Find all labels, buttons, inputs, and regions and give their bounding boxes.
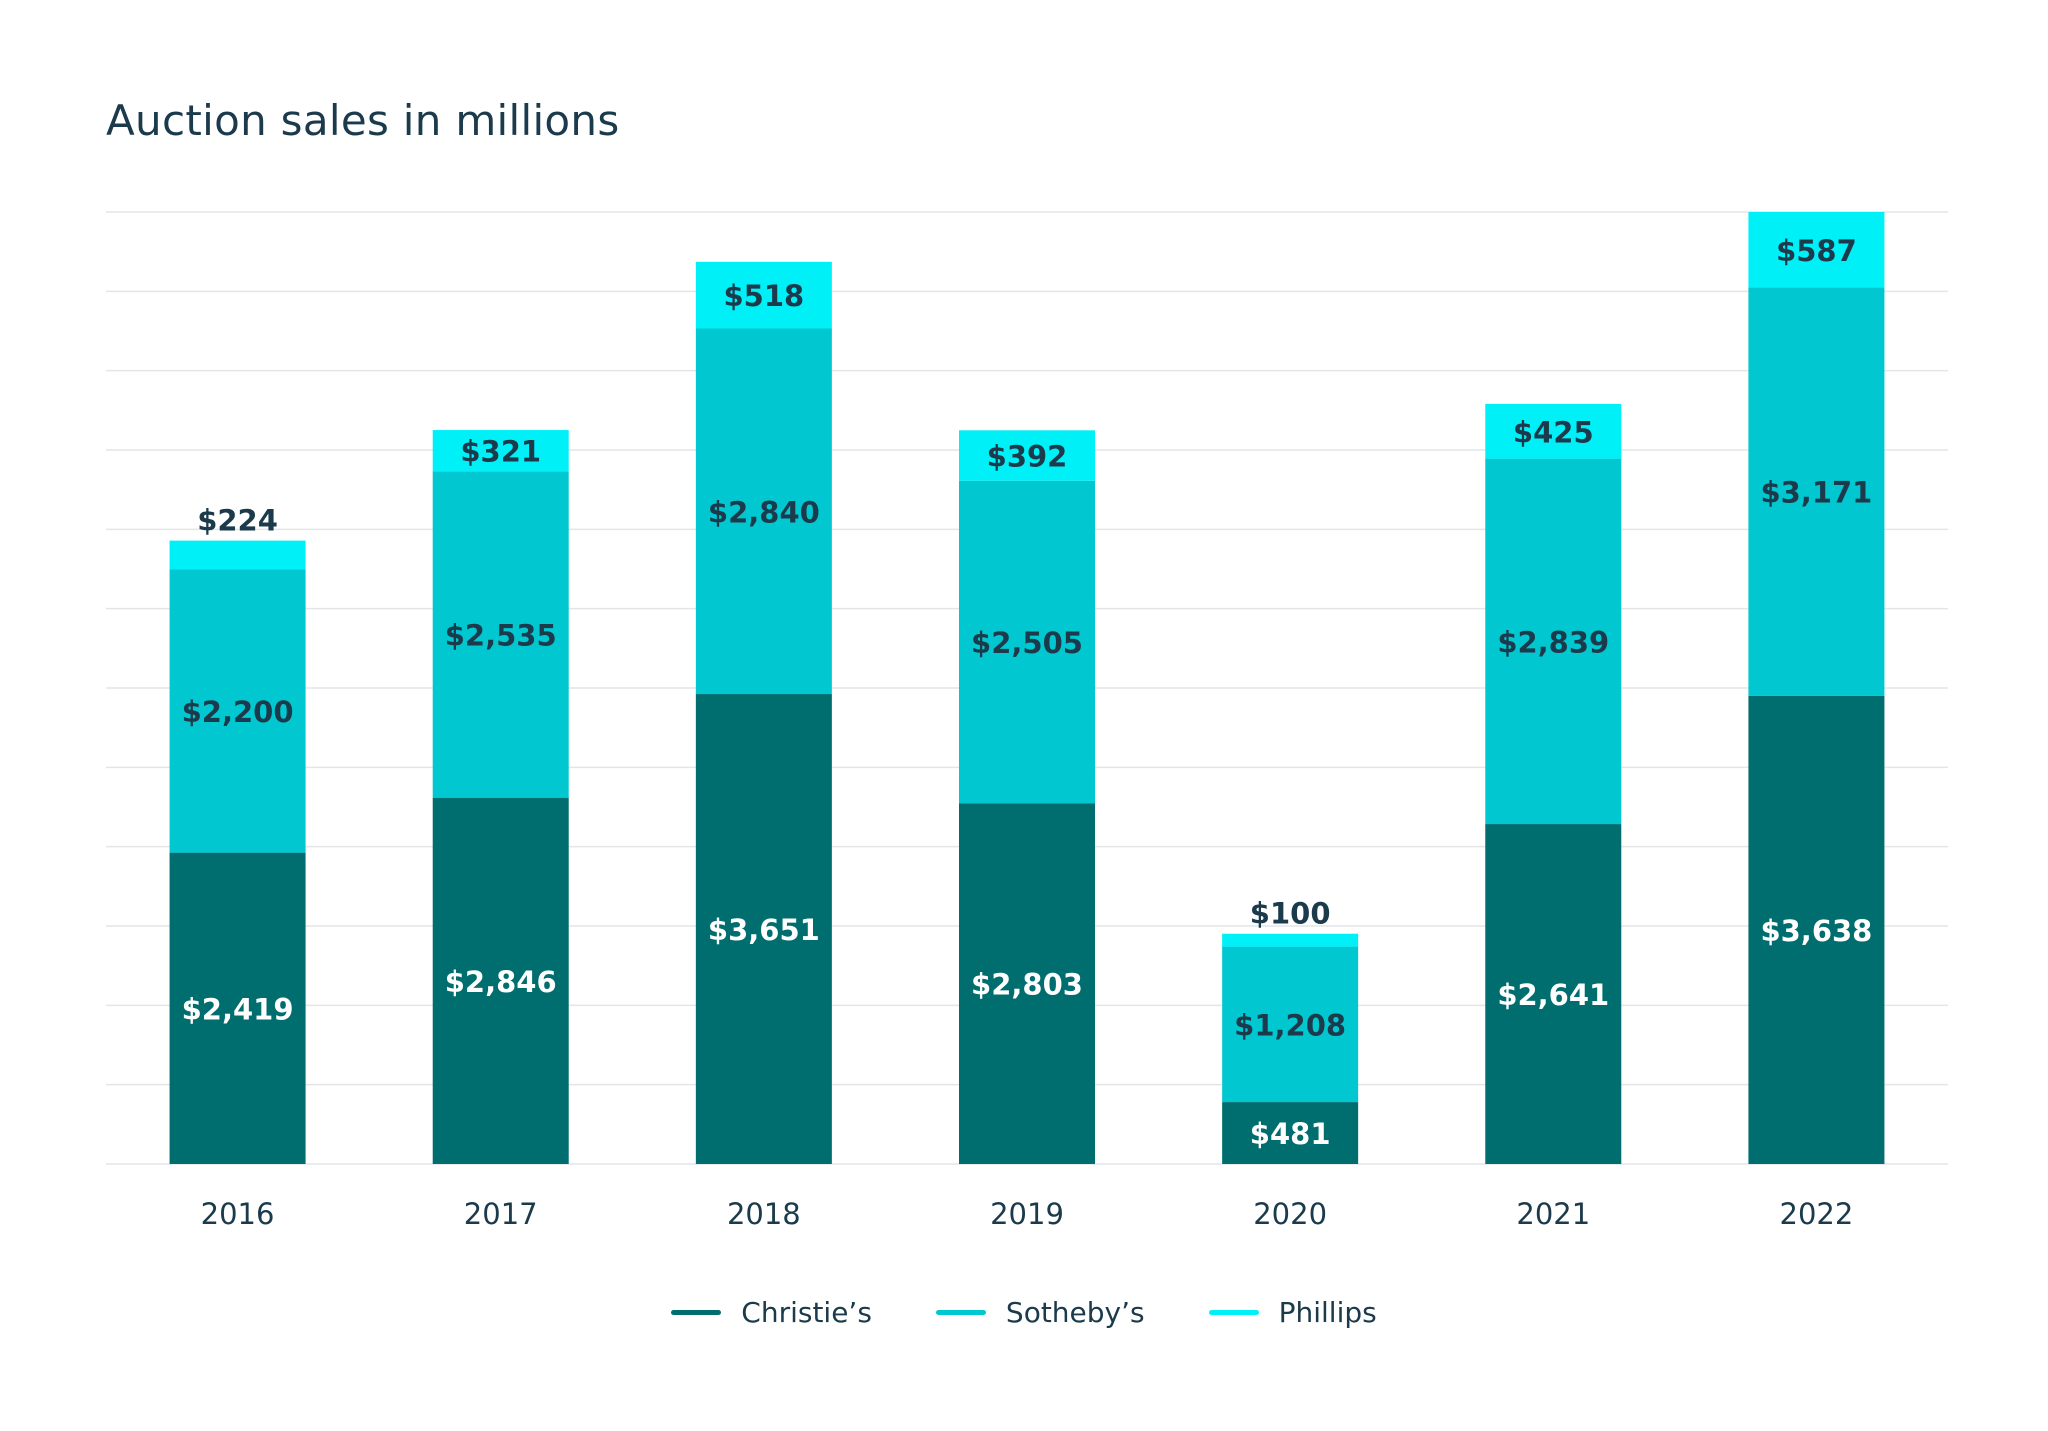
data-label: $2,839: [1497, 625, 1609, 659]
bar-segment-phillips-2016: [169, 540, 306, 570]
bar-segment-phillips-2021: [1485, 403, 1622, 459]
bar-segment-christies-2018: [695, 694, 832, 1164]
bar-segment-christies-2016: [169, 852, 306, 1164]
x-tick-label: 2020: [1253, 1197, 1327, 1231]
legend-swatch: [935, 1310, 986, 1315]
bar-segment-christies-2017: [432, 797, 569, 1164]
legend-label: Sotheby’s: [1005, 1296, 1145, 1329]
x-tick-label: 2017: [464, 1197, 538, 1231]
bar-segment-christies-2021: [1485, 824, 1622, 1164]
x-tick-label: 2019: [990, 1197, 1064, 1231]
bar-segment-sothebys-2021: [1485, 458, 1622, 825]
data-label: $100: [1250, 897, 1331, 931]
data-label: $1,208: [1234, 1008, 1346, 1042]
chart-title: Auction sales in millions: [106, 96, 620, 145]
bar-segment-phillips-2020: [1222, 933, 1359, 947]
data-label: $2,200: [182, 695, 294, 729]
data-label: $481: [1250, 1117, 1331, 1151]
x-tick-label: 2021: [1516, 1197, 1590, 1231]
bar-segment-sothebys-2017: [432, 471, 569, 798]
bar-segment-sothebys-2018: [695, 328, 832, 695]
data-label: $2,846: [445, 965, 557, 999]
x-tick-label: 2016: [201, 1197, 275, 1231]
bar-segment-phillips-2022: [1748, 212, 1885, 288]
bar-segment-sothebys-2020: [1222, 946, 1359, 1103]
data-label: $2,535: [445, 619, 557, 653]
bar-segment-sothebys-2022: [1748, 287, 1885, 696]
bar-segment-christies-2022: [1748, 695, 1885, 1164]
data-label: $2,419: [182, 992, 294, 1026]
data-label: $2,803: [971, 968, 1083, 1002]
data-label: $425: [1513, 415, 1594, 449]
x-tick-label: 2022: [1780, 1197, 1854, 1231]
data-label: $2,641: [1497, 978, 1609, 1012]
bar-segment-phillips-2019: [959, 430, 1095, 481]
bar-segment-sothebys-2016: [169, 569, 306, 853]
legend-item: Phillips: [1208, 1296, 1377, 1329]
legend-label: Christie’s: [741, 1296, 872, 1329]
data-label: $392: [987, 440, 1068, 474]
data-label: $224: [197, 504, 278, 538]
data-label: $3,171: [1760, 476, 1872, 510]
data-label: $2,840: [708, 495, 820, 529]
data-label: $518: [723, 279, 804, 313]
legend-label: Phillips: [1278, 1296, 1377, 1329]
x-tick-label: 2018: [727, 1197, 801, 1231]
data-label: $3,638: [1760, 914, 1872, 948]
bar-segment-sothebys-2019: [959, 480, 1095, 804]
data-label: $587: [1776, 234, 1857, 268]
bar-segment-phillips-2018: [695, 261, 832, 329]
data-label: $3,651: [708, 913, 820, 947]
bar-segment-phillips-2017: [432, 430, 569, 472]
legend-swatch: [1208, 1310, 1259, 1315]
legend-item: Christie’s: [671, 1296, 872, 1329]
bar-segment-christies-2019: [959, 803, 1095, 1164]
data-label: $321: [460, 435, 541, 469]
data-label: $2,505: [971, 626, 1083, 660]
legend-item: Sotheby’s: [935, 1296, 1145, 1329]
legend-swatch: [671, 1310, 722, 1315]
bar-segment-christies-2020: [1222, 1102, 1359, 1164]
chart-legend: Christie’s Sotheby’s Phillips: [0, 1296, 2048, 1329]
